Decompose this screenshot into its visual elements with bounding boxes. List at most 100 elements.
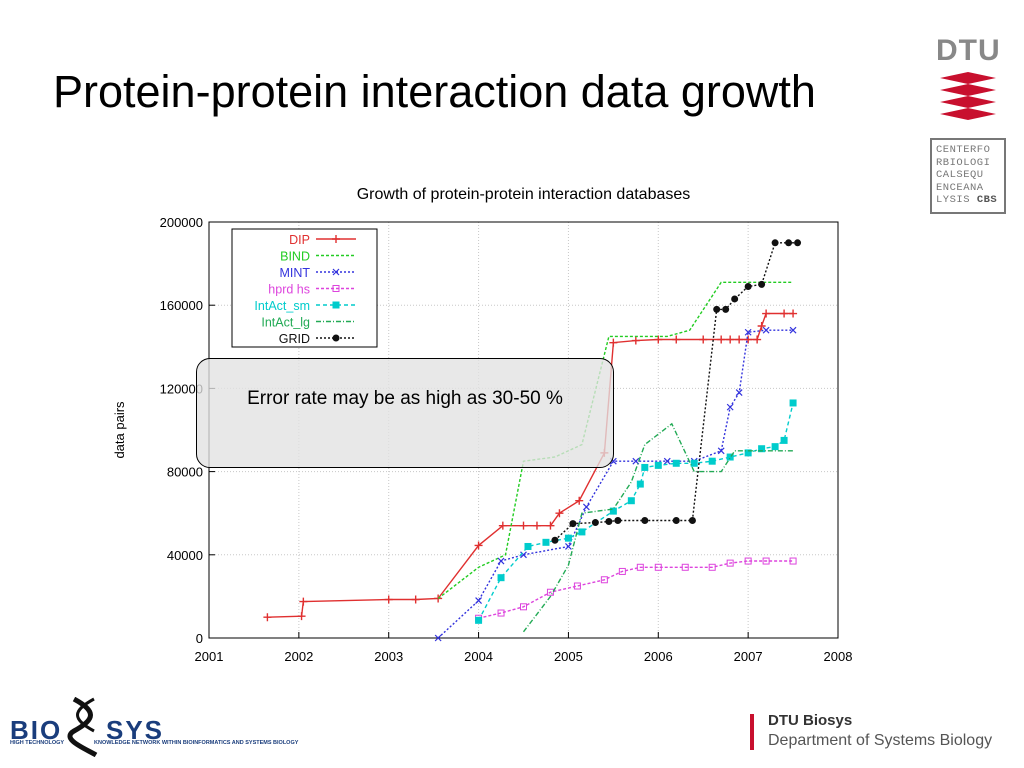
data-point [573, 582, 581, 590]
data-point [564, 534, 572, 542]
data-point [789, 309, 798, 318]
data-point [726, 453, 734, 461]
data-point [519, 521, 528, 530]
series-intact-sm [475, 399, 797, 624]
data-point [744, 449, 752, 457]
y-tick-label: 120000 [160, 381, 203, 396]
data-point [332, 268, 340, 276]
data-point [641, 463, 649, 471]
data-point [785, 239, 793, 247]
data-point [771, 239, 779, 247]
biosys-right-text: SYS [106, 715, 165, 745]
data-point [758, 445, 766, 453]
data-point [434, 634, 442, 642]
data-point [654, 335, 663, 344]
data-point [546, 521, 555, 530]
data-point [722, 305, 730, 313]
data-point [575, 496, 584, 505]
footer-org: DTU Biosys [768, 712, 853, 729]
series-mint [434, 326, 797, 642]
series-line [437, 329, 794, 639]
data-point [609, 338, 618, 347]
x-tick-label: 2007 [734, 649, 763, 664]
data-point [632, 457, 640, 465]
series-line [522, 422, 794, 633]
data-point [627, 497, 635, 505]
data-point [332, 285, 340, 292]
data-point [735, 335, 744, 344]
data-point [332, 334, 340, 342]
data-point [717, 447, 725, 455]
data-point [654, 461, 662, 469]
data-point [591, 519, 599, 527]
series-bind [437, 281, 794, 600]
data-point [789, 399, 797, 407]
dtu-wave-icon [940, 72, 996, 120]
series-hprd-hs [475, 557, 797, 622]
dtu-logo: DTU [936, 34, 1002, 126]
data-point [532, 521, 541, 530]
data-point [780, 436, 788, 444]
x-tick-label: 2008 [824, 649, 853, 664]
legend-label: IntAct_lg [261, 316, 310, 330]
data-point [497, 557, 505, 565]
series-line [478, 560, 794, 619]
data-point [384, 595, 393, 604]
cbs-line: CALSEQU [936, 169, 984, 182]
data-point [758, 280, 766, 288]
data-point [263, 613, 272, 622]
cbs-bold-text: CBS [976, 194, 998, 207]
data-point [672, 459, 680, 467]
data-point [497, 609, 505, 617]
legend-label: MINT [279, 266, 310, 280]
data-point [717, 335, 726, 344]
data-point [726, 335, 735, 344]
data-point [735, 389, 743, 396]
data-point [708, 457, 716, 465]
data-point [524, 542, 532, 550]
cbs-logo: CENTERFO RBIOLOGI CALSEQU ENCEANA LYSIS … [930, 138, 1006, 214]
callout-box: Error rate may be as high as 30-50 % [196, 358, 614, 468]
data-point [555, 509, 564, 518]
data-point [753, 335, 762, 344]
data-point [618, 567, 626, 575]
data-point [299, 597, 308, 606]
data-point [762, 326, 770, 334]
data-point [688, 516, 696, 524]
data-point [520, 551, 527, 559]
data-point [726, 559, 734, 567]
data-point [708, 563, 716, 571]
series-line [437, 281, 794, 600]
data-point [411, 595, 420, 604]
dna-helix-icon [67, 697, 98, 757]
data-point [631, 336, 640, 345]
data-point [672, 516, 680, 524]
chart-title: Growth of protein-protein interaction da… [357, 186, 691, 203]
data-point [731, 295, 739, 303]
data-point [636, 480, 644, 488]
data-point [757, 322, 766, 330]
data-point [565, 543, 572, 550]
y-tick-label: 0 [196, 631, 203, 646]
x-tick-label: 2001 [195, 649, 224, 664]
data-point [744, 335, 753, 344]
cbs-line: LYSIS CBS [936, 194, 1001, 207]
page-title: Protein-protein interaction data growth [53, 66, 816, 117]
data-point [578, 528, 586, 536]
data-point [780, 309, 789, 318]
data-point [672, 335, 681, 344]
legend-label: GRID [279, 332, 310, 346]
series-intact-lg [522, 422, 794, 633]
series-grid [551, 239, 802, 544]
data-point [582, 503, 590, 511]
data-point [789, 557, 797, 565]
data-point [297, 612, 306, 621]
data-point [520, 603, 527, 611]
data-point [663, 457, 671, 465]
data-point [600, 576, 608, 584]
biosys-tag-left: HIGH TECHNOLOGY [10, 740, 65, 746]
y-tick-label: 40000 [167, 548, 203, 563]
data-point [654, 563, 662, 571]
series-line [554, 242, 798, 541]
data-point [726, 403, 734, 411]
